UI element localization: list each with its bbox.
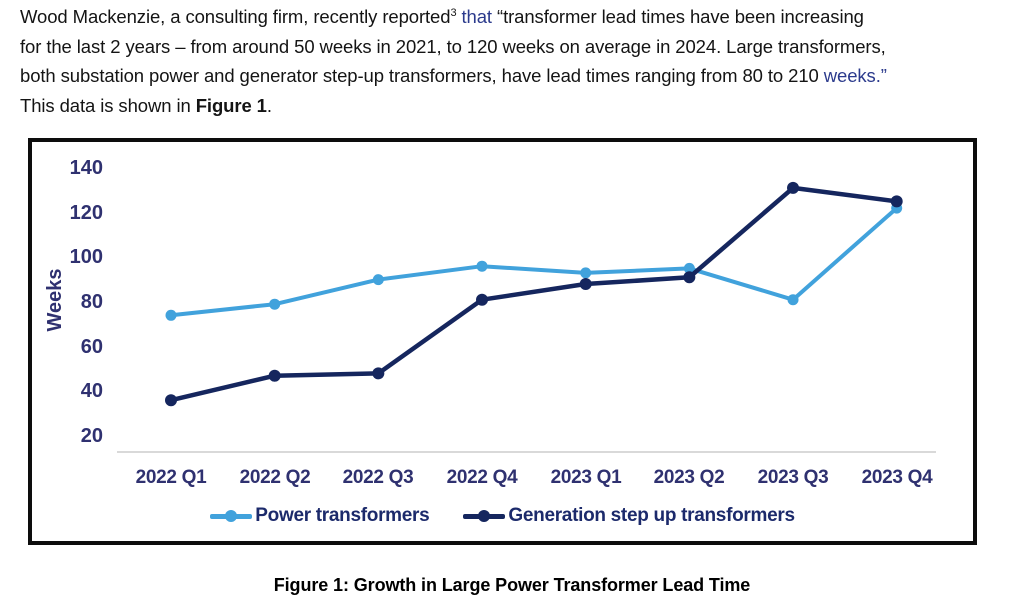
- legend-item-generation-step-up: Generation step up transformers: [463, 505, 795, 527]
- data-point: [372, 367, 385, 380]
- legend-label: Power transformers: [255, 505, 430, 526]
- legend-line-dot-icon: [463, 509, 506, 523]
- y-tick-label: 100: [69, 246, 103, 268]
- data-point: [683, 262, 695, 274]
- data-point: [269, 298, 281, 310]
- figure-caption: Figure 1: Growth in Large Power Transfor…: [273, 575, 751, 595]
- y-tick-label: 120: [69, 202, 103, 224]
- data-point: [683, 271, 696, 284]
- body-text: This data is shown in: [20, 94, 196, 116]
- citation-word: weeks.”: [823, 65, 887, 86]
- body-text: .: [266, 94, 272, 116]
- footnote-reference: 3: [450, 6, 457, 19]
- x-axis-label: 2022 Q4: [446, 467, 518, 488]
- paragraph-line: Wood Mackenzie, a consulting firm, recen…: [20, 2, 1012, 32]
- body-text: “transformer lead times have been increa…: [497, 6, 864, 27]
- legend-item-power-transformers: Power transformers: [210, 505, 430, 527]
- figure-reference: Figure 1: [195, 94, 267, 116]
- citation-word: that: [456, 6, 498, 27]
- x-axis-label: 2022 Q1: [135, 467, 207, 488]
- body-text: Wood Mackenzie, a consulting firm, recen…: [20, 6, 451, 27]
- intro-paragraph: Wood Mackenzie, a consulting firm, recen…: [20, 2, 1012, 120]
- x-axis-label: 2022 Q3: [342, 467, 414, 488]
- x-axis-label: 2023 Q2: [653, 467, 725, 488]
- data-point: [580, 267, 592, 279]
- data-point: [476, 260, 488, 272]
- legend-label: Generation step up transformers: [508, 505, 795, 526]
- data-point: [165, 394, 177, 407]
- y-tick-label: 140: [69, 157, 103, 179]
- data-point: [787, 181, 800, 194]
- body-text: both substation power and generator step…: [20, 65, 824, 86]
- paragraph-line: This data is shown in Figure 1.: [20, 91, 1012, 121]
- y-tick-label: 80: [80, 291, 103, 313]
- data-point: [787, 294, 799, 306]
- x-axis-label: 2023 Q3: [757, 467, 829, 488]
- data-point: [476, 293, 489, 306]
- y-tick-label: 60: [80, 336, 103, 358]
- data-point: [165, 309, 177, 321]
- figure-frame: Weeks Power transformers Generation step…: [28, 138, 977, 545]
- line-chart: [117, 181, 936, 453]
- legend-line-dot-icon: [210, 509, 253, 523]
- paragraph-line: both substation power and generator step…: [20, 61, 1012, 91]
- chart-legend: Power transformers Generation step up tr…: [32, 505, 973, 527]
- x-axis-label: 2023 Q1: [550, 467, 622, 488]
- data-point: [579, 278, 592, 290]
- data-point: [268, 369, 281, 382]
- x-axis-label: 2022 Q2: [239, 467, 311, 488]
- y-tick-label: 40: [80, 380, 103, 402]
- x-axis-label: 2023 Q4: [861, 467, 933, 488]
- y-tick-label: 20: [80, 425, 103, 447]
- paragraph-line: for the last 2 years – from around 50 we…: [20, 32, 1012, 62]
- series-line-1: [168, 185, 899, 403]
- body-text: for the last 2 years – from around 50 we…: [20, 35, 886, 57]
- series-line-0: [169, 206, 899, 318]
- data-point: [890, 195, 903, 208]
- data-point: [372, 274, 384, 286]
